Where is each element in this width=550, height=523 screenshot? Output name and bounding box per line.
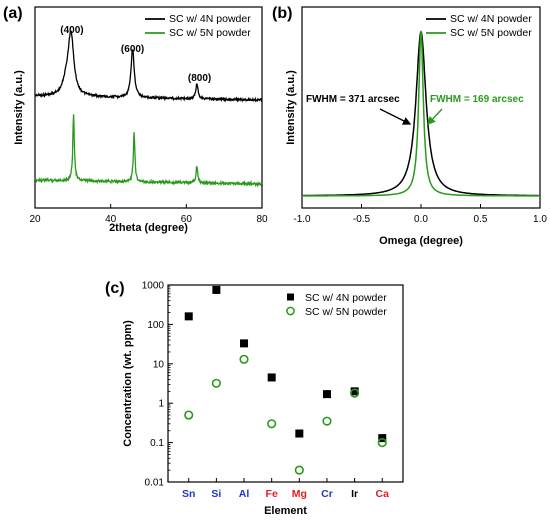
panel-c-letter: (c) — [105, 280, 125, 297]
legend-marker-circle — [286, 306, 295, 316]
panel-c-point-4n-al — [240, 339, 249, 348]
panel-b-letter: (b) — [272, 5, 292, 22]
panel-c-ytick-label: 100 — [147, 320, 164, 331]
panel-a-frame — [34, 6, 263, 209]
panel-c-legend: SC w/ 4N powder SC w/ 5N powder — [286, 292, 387, 318]
panel-b-annotation-5n: FWHM = 169 arcsec — [430, 94, 524, 105]
panel-a-annotation-400: (400) — [60, 25, 83, 36]
panel-c-point-5n-ca — [377, 438, 387, 448]
panel-c-frame — [167, 284, 404, 483]
panel-c-category-ir: Ir — [351, 488, 358, 500]
panel-b-xtick-label: 1.0 — [533, 214, 547, 225]
panel-c-ytick-label: 1000 — [142, 281, 165, 292]
panel-b-xtick-label: 0.5 — [474, 214, 488, 225]
legend-label: SC w/ 5N powder — [169, 27, 251, 39]
panel-c-point-5n-al — [239, 354, 249, 364]
panel-a-legend: SC w/ 4N powder SC w/ 5N powder — [145, 13, 251, 39]
panel-c-point-4n-sn — [184, 312, 193, 321]
panel-c-xlabel: Element — [264, 505, 307, 517]
panel-b-arrow-4n — [379, 108, 412, 125]
panel-a-xtick-label: 80 — [256, 214, 268, 225]
panel-c-category-sn: Sn — [182, 488, 195, 500]
panel-b-xtick-label: -0.5 — [353, 214, 371, 225]
panel-a-letter: (a) — [3, 5, 23, 22]
panel-a-xtick-label: 60 — [181, 214, 193, 225]
panel-a-ylabel: Intensity (a.u.) — [13, 70, 25, 145]
panel-c-point-5n-ir — [350, 388, 360, 398]
panel-c-point-5n-mg — [294, 465, 304, 475]
panel-a-annotation-600: (600) — [121, 44, 144, 55]
legend-label: SC w/ 4N powder — [450, 13, 532, 25]
panel-b-series-5n — [302, 31, 540, 197]
panel-b-xtick-label: -1.0 — [293, 214, 311, 225]
panel-c-category-ca: Ca — [376, 488, 390, 500]
legend-label: SC w/ 4N powder — [305, 292, 387, 304]
panel-b-annotation-4n: FWHM = 371 arcsec — [306, 94, 400, 105]
panel-c-ytick-label: 1 — [158, 399, 164, 410]
panel-a-xlabel: 2theta (degree) — [109, 222, 188, 234]
panel-c-ylabel: Concentration (wt. ppm) — [122, 320, 134, 447]
panel-c-point-4n-cr — [322, 390, 331, 399]
panel-c-ytick-label: 10 — [153, 359, 165, 370]
panel-c-ytick-label: 0.01 — [145, 478, 165, 489]
legend-marker-square — [287, 293, 294, 301]
legend-label: SC w/ 4N powder — [169, 13, 251, 25]
panel-a-xtick-label: 40 — [105, 214, 117, 225]
panel-c-point-5n-cr — [322, 416, 332, 426]
legend-label: SC w/ 5N powder — [450, 27, 532, 39]
legend-label: SC w/ 5N powder — [305, 306, 387, 318]
panel-b-xtick-label: 0.0 — [414, 214, 428, 225]
panel-a-series-5n — [34, 114, 263, 188]
panel-c-point-4n-mg — [295, 429, 304, 438]
panel-a-xtick-label: 20 — [29, 214, 41, 225]
panel-b-legend: SC w/ 4N powder SC w/ 5N powder — [426, 13, 532, 39]
panel-b-arrow-5n — [427, 108, 443, 126]
panel-c-category-mg: Mg — [292, 488, 307, 500]
panel-c-category-fe: Fe — [266, 488, 278, 500]
panel-c-category-si: Si — [211, 488, 221, 500]
panel-b-xlabel: Omega (degree) — [379, 235, 463, 247]
panel-c-point-4n-ir — [350, 387, 359, 396]
panel-c-point-4n-fe — [267, 373, 276, 382]
panel-c-point-5n-si — [211, 378, 221, 388]
panel-b-ylabel: Intensity (a.u.) — [285, 70, 297, 145]
panel-c-category-al: Al — [239, 488, 250, 500]
panel-a-series-4n — [34, 30, 263, 103]
panel-c-ytick-label: 0.1 — [150, 438, 164, 449]
panel-c-point-5n-sn — [184, 410, 194, 420]
panel-c-category-cr: Cr — [321, 488, 333, 500]
panel-c-point-5n-fe — [267, 419, 277, 429]
panel-b-series-4n — [302, 30, 540, 197]
panel-a-annotation-800: (800) — [188, 73, 211, 84]
panel-c-point-4n-si — [212, 285, 221, 294]
